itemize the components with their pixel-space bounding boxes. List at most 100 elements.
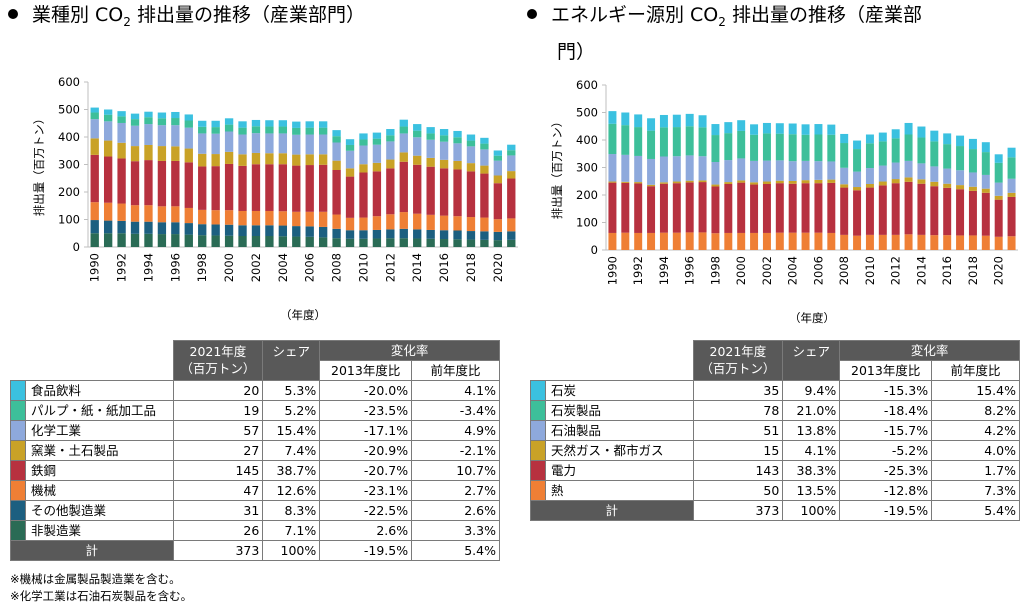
bar-segment bbox=[943, 168, 952, 184]
bar-segment bbox=[801, 134, 810, 161]
bar-segment bbox=[685, 113, 694, 127]
bar-segment bbox=[466, 163, 476, 172]
bar-segment bbox=[305, 127, 314, 135]
bar-segment bbox=[943, 144, 952, 169]
bar-segment bbox=[251, 152, 261, 165]
bar-segment bbox=[224, 131, 234, 152]
row-change-prev: 2.7% bbox=[411, 479, 500, 501]
bar-segment bbox=[130, 161, 140, 206]
bar-segment bbox=[814, 232, 823, 250]
bar-segment bbox=[90, 220, 99, 234]
bar-segment bbox=[453, 137, 462, 144]
bar-segment bbox=[840, 187, 849, 235]
bar-segment bbox=[814, 183, 823, 233]
bar-segment bbox=[265, 236, 274, 247]
row-share: 38.7% bbox=[262, 459, 321, 481]
bar-segment bbox=[332, 136, 341, 143]
bar-segment bbox=[904, 177, 913, 182]
bar-segment bbox=[292, 134, 301, 155]
bar-segment bbox=[144, 221, 153, 234]
bar-segment bbox=[90, 107, 99, 113]
bar-segment bbox=[224, 124, 234, 132]
bar-segment bbox=[224, 235, 234, 247]
bar-segment bbox=[659, 127, 668, 157]
bar-segment bbox=[453, 230, 462, 240]
bar-segment bbox=[265, 153, 274, 165]
row-name: 石炭 bbox=[544, 379, 694, 401]
bar-segment bbox=[265, 133, 274, 154]
bar-segment bbox=[224, 163, 234, 211]
bar-segment bbox=[184, 148, 193, 163]
row-name: 化学工業 bbox=[24, 419, 174, 441]
bar-segment bbox=[865, 184, 874, 188]
bar-segment bbox=[413, 229, 422, 239]
bar-segment bbox=[480, 165, 489, 174]
row-share: 5.3% bbox=[262, 379, 321, 401]
bar-segment bbox=[480, 143, 489, 150]
row-value: 145 bbox=[172, 459, 264, 481]
y-tick-label: 0 bbox=[591, 243, 598, 257]
bar-segment bbox=[930, 130, 939, 142]
bar-segment bbox=[453, 130, 462, 138]
bar-segment bbox=[507, 231, 516, 240]
bar-segment bbox=[345, 144, 355, 151]
x-axis-label: （年度） bbox=[789, 311, 835, 325]
bar-segment bbox=[737, 130, 746, 159]
x-tick-label: 2018 bbox=[966, 256, 980, 285]
bar-segment bbox=[332, 228, 341, 239]
bar-segment bbox=[359, 133, 368, 140]
bar-segment bbox=[453, 143, 462, 161]
row-change-2013: -23.5% bbox=[319, 399, 413, 421]
bar-segment bbox=[698, 232, 707, 250]
bar-segment bbox=[453, 160, 462, 170]
bar-segment bbox=[775, 123, 784, 134]
bar-segment bbox=[265, 120, 274, 127]
col-header-change: 変化率 bbox=[839, 340, 1020, 361]
table-row: 非製造業 26 7.1% 2.6% 3.3% bbox=[10, 519, 500, 541]
bar-segment bbox=[891, 234, 900, 250]
bar-segment bbox=[184, 207, 193, 224]
bar-segment bbox=[345, 230, 355, 239]
bar-segment bbox=[238, 165, 247, 211]
bar-segment bbox=[762, 181, 771, 184]
bar-segment bbox=[608, 232, 617, 250]
bar-segment bbox=[103, 202, 113, 221]
x-tick-label: 1992 bbox=[115, 253, 129, 282]
bar-segment bbox=[853, 187, 862, 191]
bar-segment bbox=[827, 232, 836, 250]
row-change-prev: -3.4% bbox=[411, 399, 500, 421]
bar-segment bbox=[426, 214, 435, 230]
bar-segment bbox=[904, 181, 913, 235]
bar-segment bbox=[466, 217, 476, 232]
bar-segment bbox=[507, 239, 516, 247]
x-tick-label: 1996 bbox=[168, 253, 182, 282]
bar-segment bbox=[507, 155, 516, 172]
bar-segment bbox=[466, 146, 476, 164]
bar-segment bbox=[994, 199, 1003, 237]
total-label: 計 bbox=[530, 499, 694, 521]
row-share: 21.0% bbox=[782, 399, 841, 421]
x-tick-label: 1992 bbox=[631, 256, 645, 285]
row-change-2013: -20.7% bbox=[319, 459, 413, 481]
row-name: 天然ガス・都市ガス bbox=[544, 439, 694, 461]
col-header-share: シェア bbox=[782, 340, 841, 381]
bar-segment bbox=[318, 237, 328, 247]
legend-swatch bbox=[10, 499, 26, 521]
bar-segment bbox=[224, 118, 234, 125]
bar-segment bbox=[345, 217, 355, 231]
bar-segment bbox=[917, 163, 926, 180]
x-axis-label: （年度） bbox=[280, 308, 326, 322]
right-chart-svg: 0 100 200 300 400 500 600 1990 1992 1994 1996 1998 2… bbox=[550, 78, 1018, 325]
row-change-2013: -18.4% bbox=[839, 399, 933, 421]
bar-segment bbox=[238, 236, 247, 247]
bar-segment bbox=[480, 231, 489, 240]
bar-segment bbox=[762, 184, 771, 233]
bar-segment bbox=[413, 238, 422, 247]
bar-segment bbox=[144, 124, 153, 145]
bar-segment bbox=[332, 170, 341, 215]
x-tick-label: 2000 bbox=[222, 253, 236, 282]
bar-segment bbox=[981, 142, 990, 153]
bar-segment bbox=[891, 162, 900, 180]
bar-segment bbox=[659, 156, 668, 183]
bar-segment bbox=[426, 229, 435, 239]
